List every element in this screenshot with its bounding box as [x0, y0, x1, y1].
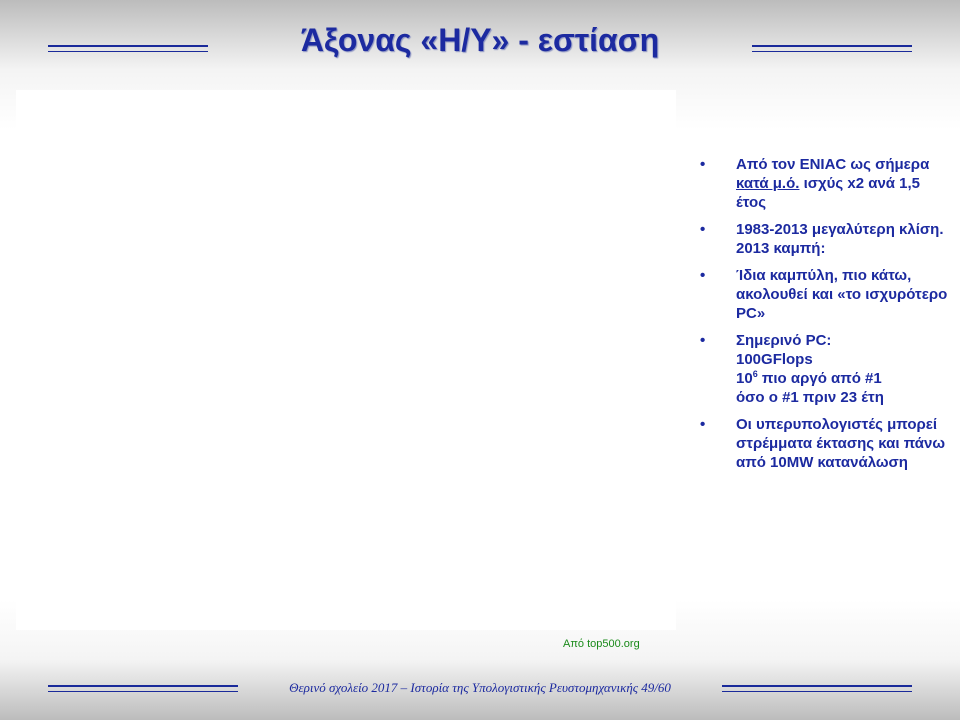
bullet-1-underlined: κατά μ.ό.: [736, 175, 800, 192]
bullet-1: Από τον ENIAC ως σήμερα κατά μ.ό. ισχύς …: [700, 155, 950, 212]
bullet-4: Σημερινό PC: 100GFlops 106 πιο αργό από #1…: [700, 331, 950, 407]
bullet-3: Ίδια καμπύλη, πιο κάτω, ακολουθεί και «τ…: [700, 266, 950, 323]
bullet-5: Οι υπερυπολογιστές μπορεί στρέμματα έκτα…: [700, 415, 950, 472]
bullet-list: Από τον ENIAC ως σήμερα κατά μ.ό. ισχύς …: [700, 155, 950, 480]
bullet-1-text: Από τον ENIAC ως σήμερα: [736, 156, 930, 173]
chart: [16, 90, 676, 630]
bullet-4-line-2: 100GFlops: [736, 351, 813, 368]
slide-footer: Θερινό σχολείο 2017 – Ιστορία της Υπολογ…: [289, 680, 671, 695]
bullet-1-tail: ισχύς x2 ανά 1,5 έτος: [736, 175, 921, 211]
bullet-4-line-1: Σημερινό PC:: [736, 332, 832, 349]
footer-rule-left: [48, 685, 238, 692]
bullet-4-line-4: όσο ο #1 πριν 23 έτη: [736, 389, 884, 406]
source-credit: Από top500.org: [563, 638, 640, 650]
bullet-2: 1983-2013 μεγαλύτερη κλίση. 2013 καμπή:: [700, 220, 950, 258]
title-rule-right: [752, 45, 912, 52]
bullet-4-power-base: 10: [736, 370, 753, 387]
bullet-4-power-exp: 6: [752, 369, 758, 379]
footer-rule-right: [722, 685, 912, 692]
chart-image: [16, 90, 676, 630]
slide-title: Άξονας «Η/Υ» - εστίαση: [300, 22, 660, 58]
bullet-4-power-tail: πιο αργό από #1: [757, 370, 882, 387]
title-rule-left: [48, 45, 208, 52]
